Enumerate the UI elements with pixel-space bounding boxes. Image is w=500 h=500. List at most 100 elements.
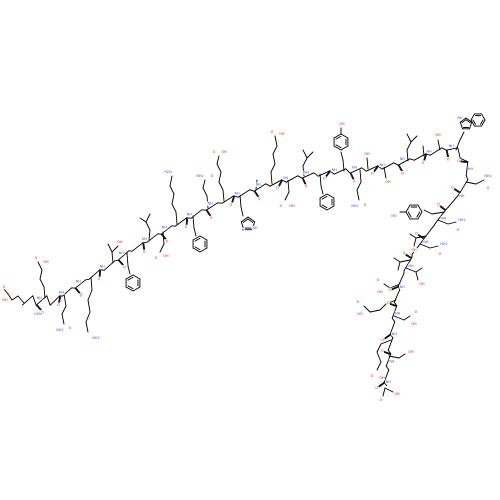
bond [480,119,484,125]
label-background [422,239,429,245]
bond [119,259,124,266]
bond [142,241,148,244]
label-background [402,250,406,256]
nitrogen-atom-label: NH [391,331,398,337]
bond [326,193,335,199]
bond [389,321,396,335]
bond [287,179,290,193]
label-background [221,149,227,155]
label-background [331,167,338,172]
atom-label-text: O [155,256,158,260]
nitrogen-atom-label: NH [255,182,262,187]
bond [459,179,469,193]
bond [162,231,165,245]
label-background [43,259,49,265]
atom-label-text: O [185,225,188,229]
nitrogen-atom-label: NH [118,250,125,256]
atom-label-text: NH [256,183,262,187]
bond [481,119,486,127]
bond [199,247,208,253]
label-background [457,217,467,223]
nitrogen-atom-label: NH2 [55,327,65,332]
label-background [154,255,158,261]
label-background [142,249,146,255]
bond [398,165,403,172]
bond [222,189,225,202]
bond [383,283,391,289]
atom-label-text: OH [411,248,417,252]
bond [297,175,303,179]
bond [373,165,379,172]
oxygen-atom-label: O [400,171,405,176]
bond [365,165,379,172]
label-background [163,169,173,175]
bond [437,219,449,225]
oxygen-atom-label: O [97,276,101,281]
bond [369,309,381,313]
bond [376,361,382,371]
bond [205,209,211,217]
label-background [117,239,123,245]
bond [321,195,328,200]
label-background [370,373,374,379]
label-background [352,179,356,184]
oxygen-atom-label: O [379,397,383,402]
bond [272,153,276,165]
atom-label-text: O [437,202,440,206]
nitrogen-atom-label: NH [440,215,447,221]
atom-label-text: NH [37,296,43,300]
oxygen-atom-label: O [154,255,158,261]
bond [139,217,147,223]
bond [398,353,406,359]
bond [87,299,91,313]
bond [242,218,249,223]
bond [349,172,354,180]
bond [240,216,249,223]
label-background [379,162,386,167]
label-background [374,385,379,390]
atom-label-text: O [439,252,442,256]
atom-label-text: HO [391,214,397,218]
atom-label-text: OH [221,150,227,154]
bond [125,286,134,292]
atom-label-text: OH [339,122,345,126]
atom-label-text: O [323,176,326,180]
label-background [99,264,106,269]
bond [325,171,331,178]
label-background [377,289,383,295]
bond [132,286,141,292]
bond [380,339,392,345]
bond [409,158,415,161]
label-background [458,193,465,199]
label-background [408,349,414,355]
atom-label-text: NH [100,265,106,269]
atom-label-text: OH [419,282,425,286]
oxygen-atom-label: OH [408,349,414,355]
label-background [399,156,406,162]
oxygen-atom-label: O [414,309,418,314]
bond [415,271,419,281]
label-background [184,224,188,230]
nitrogen-atom-label: NH [399,156,406,162]
atom-label-text: NH [386,380,392,384]
atom-label-text: NH [187,213,193,217]
atom-label-text: O [451,185,454,189]
bond [169,175,173,187]
bond [391,305,398,319]
label-background [2,297,8,303]
label-background [400,171,405,176]
bond [269,179,283,187]
oxygen-atom-label: O [414,230,419,236]
bond [127,265,131,275]
nitrogen-atom-label: NH [458,193,465,199]
label-background [229,202,233,207]
bond [345,168,351,174]
nitrogen-atom-label: NH [407,263,414,269]
atom-label-text: O [415,310,418,314]
bond [391,285,399,290]
label-background [2,284,6,290]
label-background [391,331,398,337]
bond [107,243,113,253]
